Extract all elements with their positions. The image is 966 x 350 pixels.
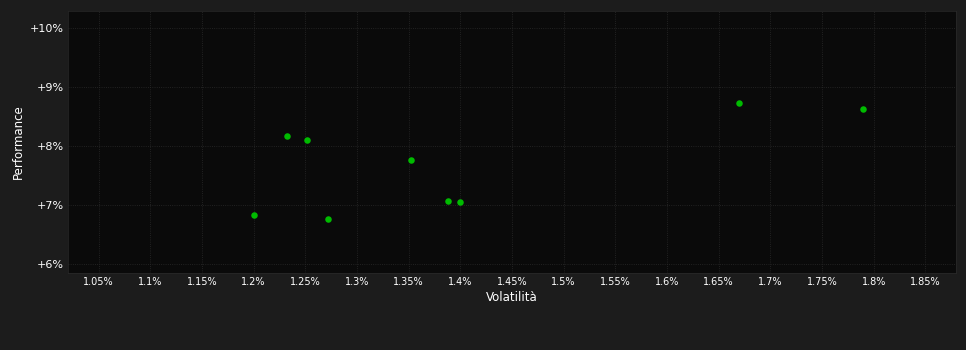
Point <box>299 138 315 143</box>
Point <box>440 198 456 204</box>
Point <box>731 100 747 106</box>
X-axis label: Volatilità: Volatilità <box>486 291 538 304</box>
Y-axis label: Performance: Performance <box>13 104 25 179</box>
Point <box>856 106 871 112</box>
Point <box>321 217 336 222</box>
Point <box>403 157 418 162</box>
Point <box>246 212 262 218</box>
Point <box>453 199 469 205</box>
Point <box>279 133 295 138</box>
